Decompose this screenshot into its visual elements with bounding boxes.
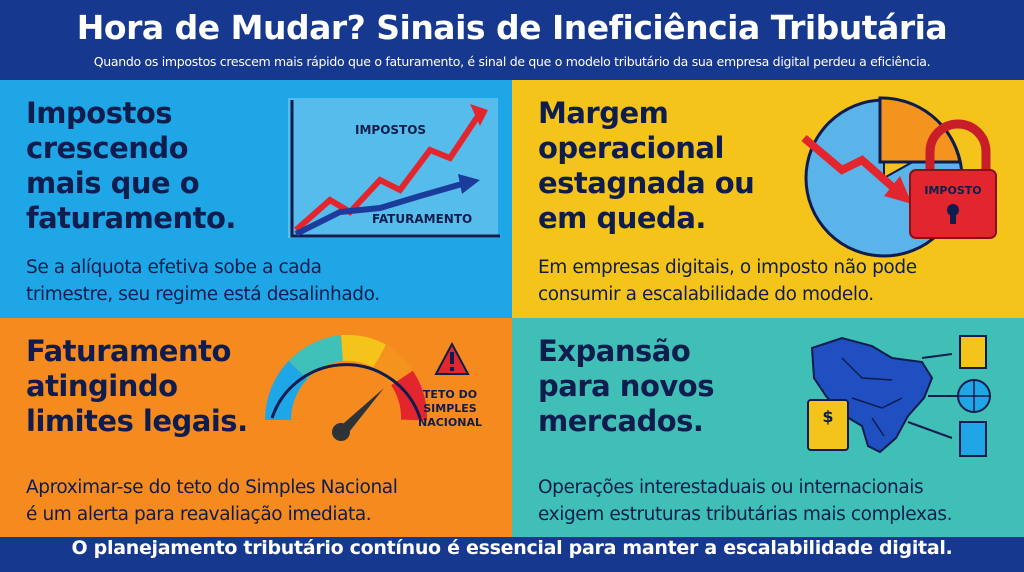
panel: IMPOSTO Margem operacional estagnada ou em … bbox=[512, 80, 1024, 318]
panel: IMPOSTOS FATURAMENTO Impostos crescendo ma… bbox=[0, 80, 512, 318]
icon-shape bbox=[288, 335, 345, 380]
text-line: atingindo bbox=[26, 369, 178, 403]
text-line: Expansão bbox=[538, 334, 691, 368]
icon-shape bbox=[450, 367, 454, 371]
icon-shape bbox=[470, 104, 488, 126]
text-line: Faturamento bbox=[26, 334, 231, 368]
icon-shape bbox=[294, 181, 463, 237]
panel: $ Expansão para novos mercados. Operações … bbox=[512, 318, 1024, 537]
icon-label: NACIONAL bbox=[418, 416, 482, 429]
icon-label: TETO DO bbox=[423, 388, 477, 401]
text-line: é um alerta para reavaliação imediata. bbox=[26, 504, 372, 525]
text-line: Operações interestaduais ou internaciona… bbox=[538, 477, 924, 498]
icon-shape bbox=[332, 423, 350, 441]
icon-shape bbox=[270, 363, 422, 419]
icon-shape bbox=[907, 421, 953, 439]
icon-shape bbox=[925, 119, 991, 172]
icon-shape bbox=[264, 361, 308, 421]
icon-shape bbox=[294, 114, 481, 233]
panel: TETO DO SIMPLES NACIONAL Faturamento atin… bbox=[0, 318, 512, 537]
icon-shape bbox=[801, 134, 899, 193]
text-line: Em empresas digitais, o imposto não pode bbox=[538, 257, 917, 278]
text-line: Aproximar-se do teto do Simples Nacional bbox=[26, 477, 398, 498]
icon-shape bbox=[372, 345, 413, 386]
icon-shape bbox=[958, 380, 990, 412]
text-block: Margem operacional estagnada ou em queda. bbox=[538, 96, 755, 236]
icon-shape bbox=[450, 352, 454, 364]
icon-shape bbox=[921, 353, 953, 359]
text-line: operacional bbox=[538, 131, 724, 165]
text-line: em queda. bbox=[538, 201, 706, 235]
text-line: estagnada ou bbox=[538, 166, 755, 200]
icon-shape bbox=[458, 174, 480, 194]
text-line: mercados. bbox=[538, 404, 704, 438]
text-line: para novos bbox=[538, 369, 714, 403]
icon-shape bbox=[807, 399, 849, 451]
text-block: Se a alíquota efetiva sobe a cada trimest… bbox=[26, 254, 380, 308]
text-block: Aproximar-se do teto do Simples Nacional… bbox=[26, 474, 398, 528]
chart-icon: IMPOSTOS FATURAMENTO bbox=[288, 98, 500, 238]
icon-shape bbox=[959, 421, 987, 457]
text-line: Se a alíquota efetiva sobe a cada bbox=[26, 257, 322, 278]
icon-label: IMPOSTO bbox=[924, 184, 981, 197]
text-block: Expansão para novos mercados. bbox=[538, 334, 714, 439]
icon-shape bbox=[884, 176, 912, 204]
footer: O planejamento tributário contínuo é ess… bbox=[71, 537, 953, 559]
icon-label: SIMPLES bbox=[423, 402, 477, 415]
text-block: Em empresas digitais, o imposto não pode… bbox=[538, 254, 917, 308]
text-line: limites legais. bbox=[26, 404, 248, 438]
icon-shape bbox=[950, 210, 956, 224]
text-line: Margem bbox=[538, 96, 669, 130]
text-line: exigem estruturas tributárias mais compl… bbox=[538, 504, 953, 525]
icon-shape bbox=[341, 334, 387, 368]
gauge-icon: TETO DO SIMPLES NACIONAL bbox=[264, 334, 482, 441]
text-block: Impostos crescendo mais que o faturamento. bbox=[26, 96, 236, 236]
header-subtitle: Quando os impostos crescem mais rápido q… bbox=[93, 54, 931, 69]
icon-shape: $ bbox=[822, 407, 833, 426]
text-line: trimestre, seu regime está desalinhado. bbox=[26, 284, 380, 305]
icon-label: IMPOSTOS bbox=[355, 123, 426, 137]
header-title: Hora de Mudar? Sinais de Ineficiência Tr… bbox=[76, 8, 948, 47]
text-line: mais que o bbox=[26, 166, 200, 200]
icon-shape bbox=[290, 100, 500, 238]
expansion-icon: $ bbox=[807, 335, 991, 457]
text-line: Impostos bbox=[26, 96, 172, 130]
text-line: faturamento. bbox=[26, 201, 236, 235]
icon-shape bbox=[841, 357, 903, 437]
text-line: crescendo bbox=[26, 131, 189, 165]
icon-shape bbox=[336, 388, 384, 436]
icon-label: FATURAMENTO bbox=[372, 212, 472, 226]
text-block: Operações interestaduais ou internaciona… bbox=[538, 474, 953, 528]
margin-icon: IMPOSTO bbox=[801, 96, 997, 258]
text-line: consumir a escalabilidade do modelo. bbox=[538, 284, 874, 305]
icon-shape bbox=[288, 98, 498, 238]
text-block: Faturamento atingindo limites legais. bbox=[26, 334, 248, 439]
icon-shape bbox=[959, 335, 987, 369]
icon-shape bbox=[878, 96, 962, 164]
